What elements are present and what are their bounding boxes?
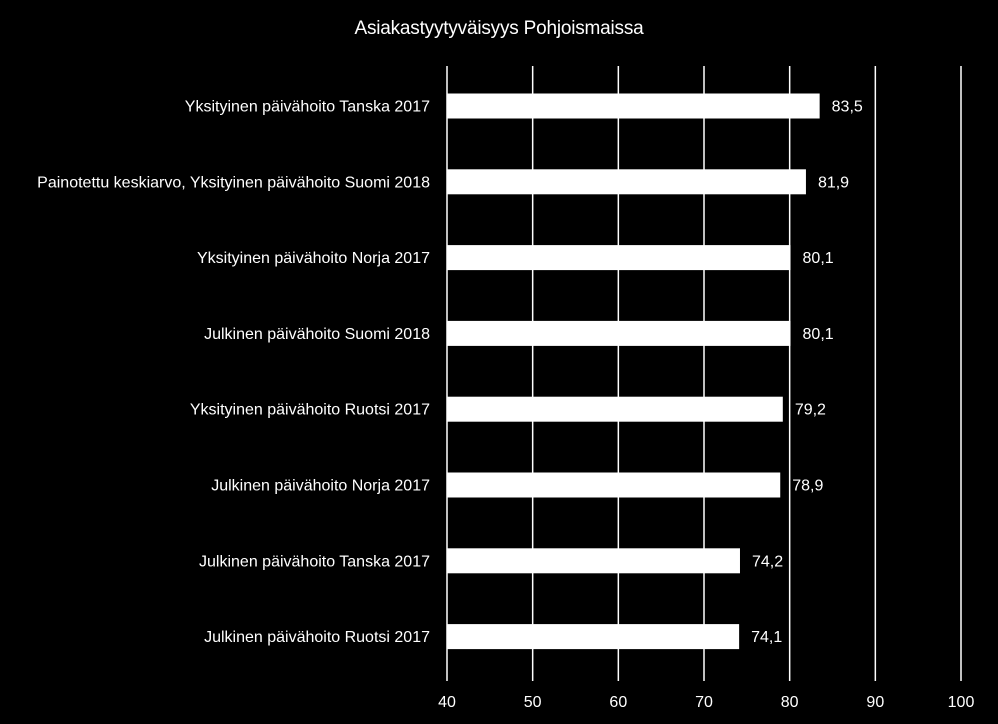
bar	[447, 624, 740, 650]
bars	[447, 93, 820, 650]
value-labels: 83,5 81,9 80,1 80,1 79,2 78,9 74,2 74,1	[751, 99, 863, 647]
data-label: 81,9	[818, 174, 849, 191]
bar	[447, 245, 791, 271]
x-tick-label: 50	[524, 694, 542, 711]
category-label: Yksityinen päivähoito Norja 2017	[197, 250, 430, 267]
x-tick-label: 40	[438, 694, 456, 711]
data-label: 74,1	[751, 629, 782, 646]
category-label: Painotettu keskiarvo, Yksityinen päiväho…	[37, 174, 430, 191]
data-label: 79,2	[795, 402, 826, 419]
x-axis-ticks: 40 50 60 70 80 90 100	[438, 694, 974, 711]
bar	[447, 169, 806, 195]
category-label: Julkinen päivähoito Ruotsi 2017	[204, 629, 430, 646]
bar	[447, 320, 791, 346]
x-tick-label: 60	[609, 694, 627, 711]
chart-title: Asiakastyytyväisyys Pohjoismaissa	[354, 18, 644, 39]
data-label: 74,2	[752, 553, 783, 570]
x-tick-label: 80	[781, 694, 799, 711]
category-label: Yksityinen päivähoito Ruotsi 2017	[190, 402, 430, 419]
x-tick-label: 70	[695, 694, 713, 711]
x-tick-label: 90	[866, 694, 884, 711]
data-label: 80,1	[803, 250, 834, 267]
bar	[447, 93, 820, 119]
bar	[447, 548, 740, 574]
bar	[447, 472, 781, 498]
data-label: 80,1	[803, 326, 834, 343]
category-labels: Yksityinen päivähoito Tanska 2017 Painote…	[37, 99, 430, 647]
x-tick-label: 100	[948, 694, 975, 711]
gridlines	[446, 66, 962, 681]
category-label: Julkinen päivähoito Tanska 2017	[199, 553, 430, 570]
data-label: 78,9	[792, 478, 823, 495]
category-label: Yksityinen päivähoito Tanska 2017	[185, 99, 430, 116]
category-label: Julkinen päivähoito Norja 2017	[211, 478, 430, 495]
bar	[447, 396, 783, 422]
data-label: 83,5	[832, 99, 863, 116]
category-label: Julkinen päivähoito Suomi 2018	[204, 326, 430, 343]
